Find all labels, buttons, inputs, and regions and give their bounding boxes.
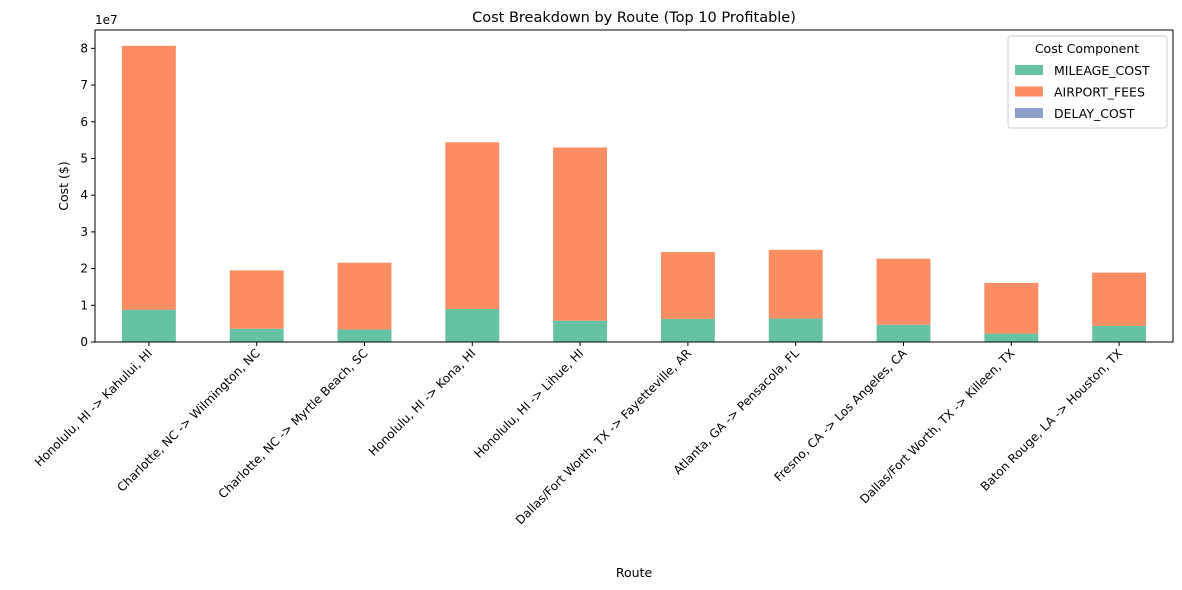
x-tick-label: Honolulu, HI -> Lihue, HI [472,346,587,461]
bar-mileage-cost-5 [660,318,715,342]
legend-swatch-mileage-cost [1015,65,1043,75]
y-tick-label: 6 [80,115,88,129]
bar-airport-fees-6 [768,249,823,319]
x-tick-label: Atlanta, GA -> Pensacola, FL [671,346,802,477]
bar-mileage-cost-4 [553,320,608,342]
legend-label: MILEAGE_COST [1054,63,1150,78]
legend: Cost Component MILEAGE_COST AIRPORT_FEES D… [1007,35,1168,129]
y-axis-label: Cost ($) [56,161,71,210]
y-tick-label: 1 [80,298,88,312]
y-tick-label: 8 [80,41,88,55]
bar-mileage-cost-9 [1092,325,1147,342]
x-tick-label: Honolulu, HI -> Kona, HI [366,346,479,459]
y-offset-label: 1e7 [95,13,118,27]
legend-label: AIRPORT_FEES [1054,85,1145,100]
legend-swatch-airport-fees [1015,86,1043,97]
bar-airport-fees-5 [660,252,715,319]
bar-airport-fees-1 [229,270,284,329]
y-tick-label: 3 [80,225,88,239]
bar-mileage-cost-8 [984,333,1039,342]
chart-title: Cost Breakdown by Route (Top 10 Profitab… [472,10,796,26]
plot-frame [94,29,1174,343]
y-tick-label: 5 [80,151,88,165]
y-tick-label: 4 [80,188,88,202]
legend-swatch-delay-cost [1015,108,1043,118]
y-tick-label: 7 [80,78,88,92]
bar-airport-fees-8 [984,282,1039,334]
legend-label: DELAY_COST [1054,106,1135,121]
bar-mileage-cost-3 [445,308,500,342]
y-tick-label: 2 [80,262,88,276]
bar-airport-fees-9 [1092,272,1147,326]
y-tick-group: 0 1 2 3 4 5 6 7 8 [80,41,95,349]
bar-airport-fees-7 [876,258,931,325]
bar-mileage-cost-1 [229,328,284,342]
x-tick-label: Dallas/Fort Worth, TX -> Fayetteville, A… [513,346,694,527]
bar-mileage-cost-0 [121,309,176,342]
bar-airport-fees-2 [337,262,392,330]
legend-box [1007,35,1168,129]
x-axis-label: Route [616,565,653,580]
bar-mileage-cost-6 [768,318,823,342]
bar-airport-fees-3 [445,142,500,309]
legend-title: Cost Component [1035,41,1139,56]
y-tick-label: 0 [80,335,88,349]
bar-mileage-cost-2 [337,329,392,342]
bar-airport-fees-0 [121,45,176,310]
x-tick-label: Honolulu, HI -> Kahului, HI [32,346,155,469]
bar-airport-fees-4 [553,147,608,321]
bar-mileage-cost-7 [876,324,931,342]
bars-group [121,45,1147,342]
